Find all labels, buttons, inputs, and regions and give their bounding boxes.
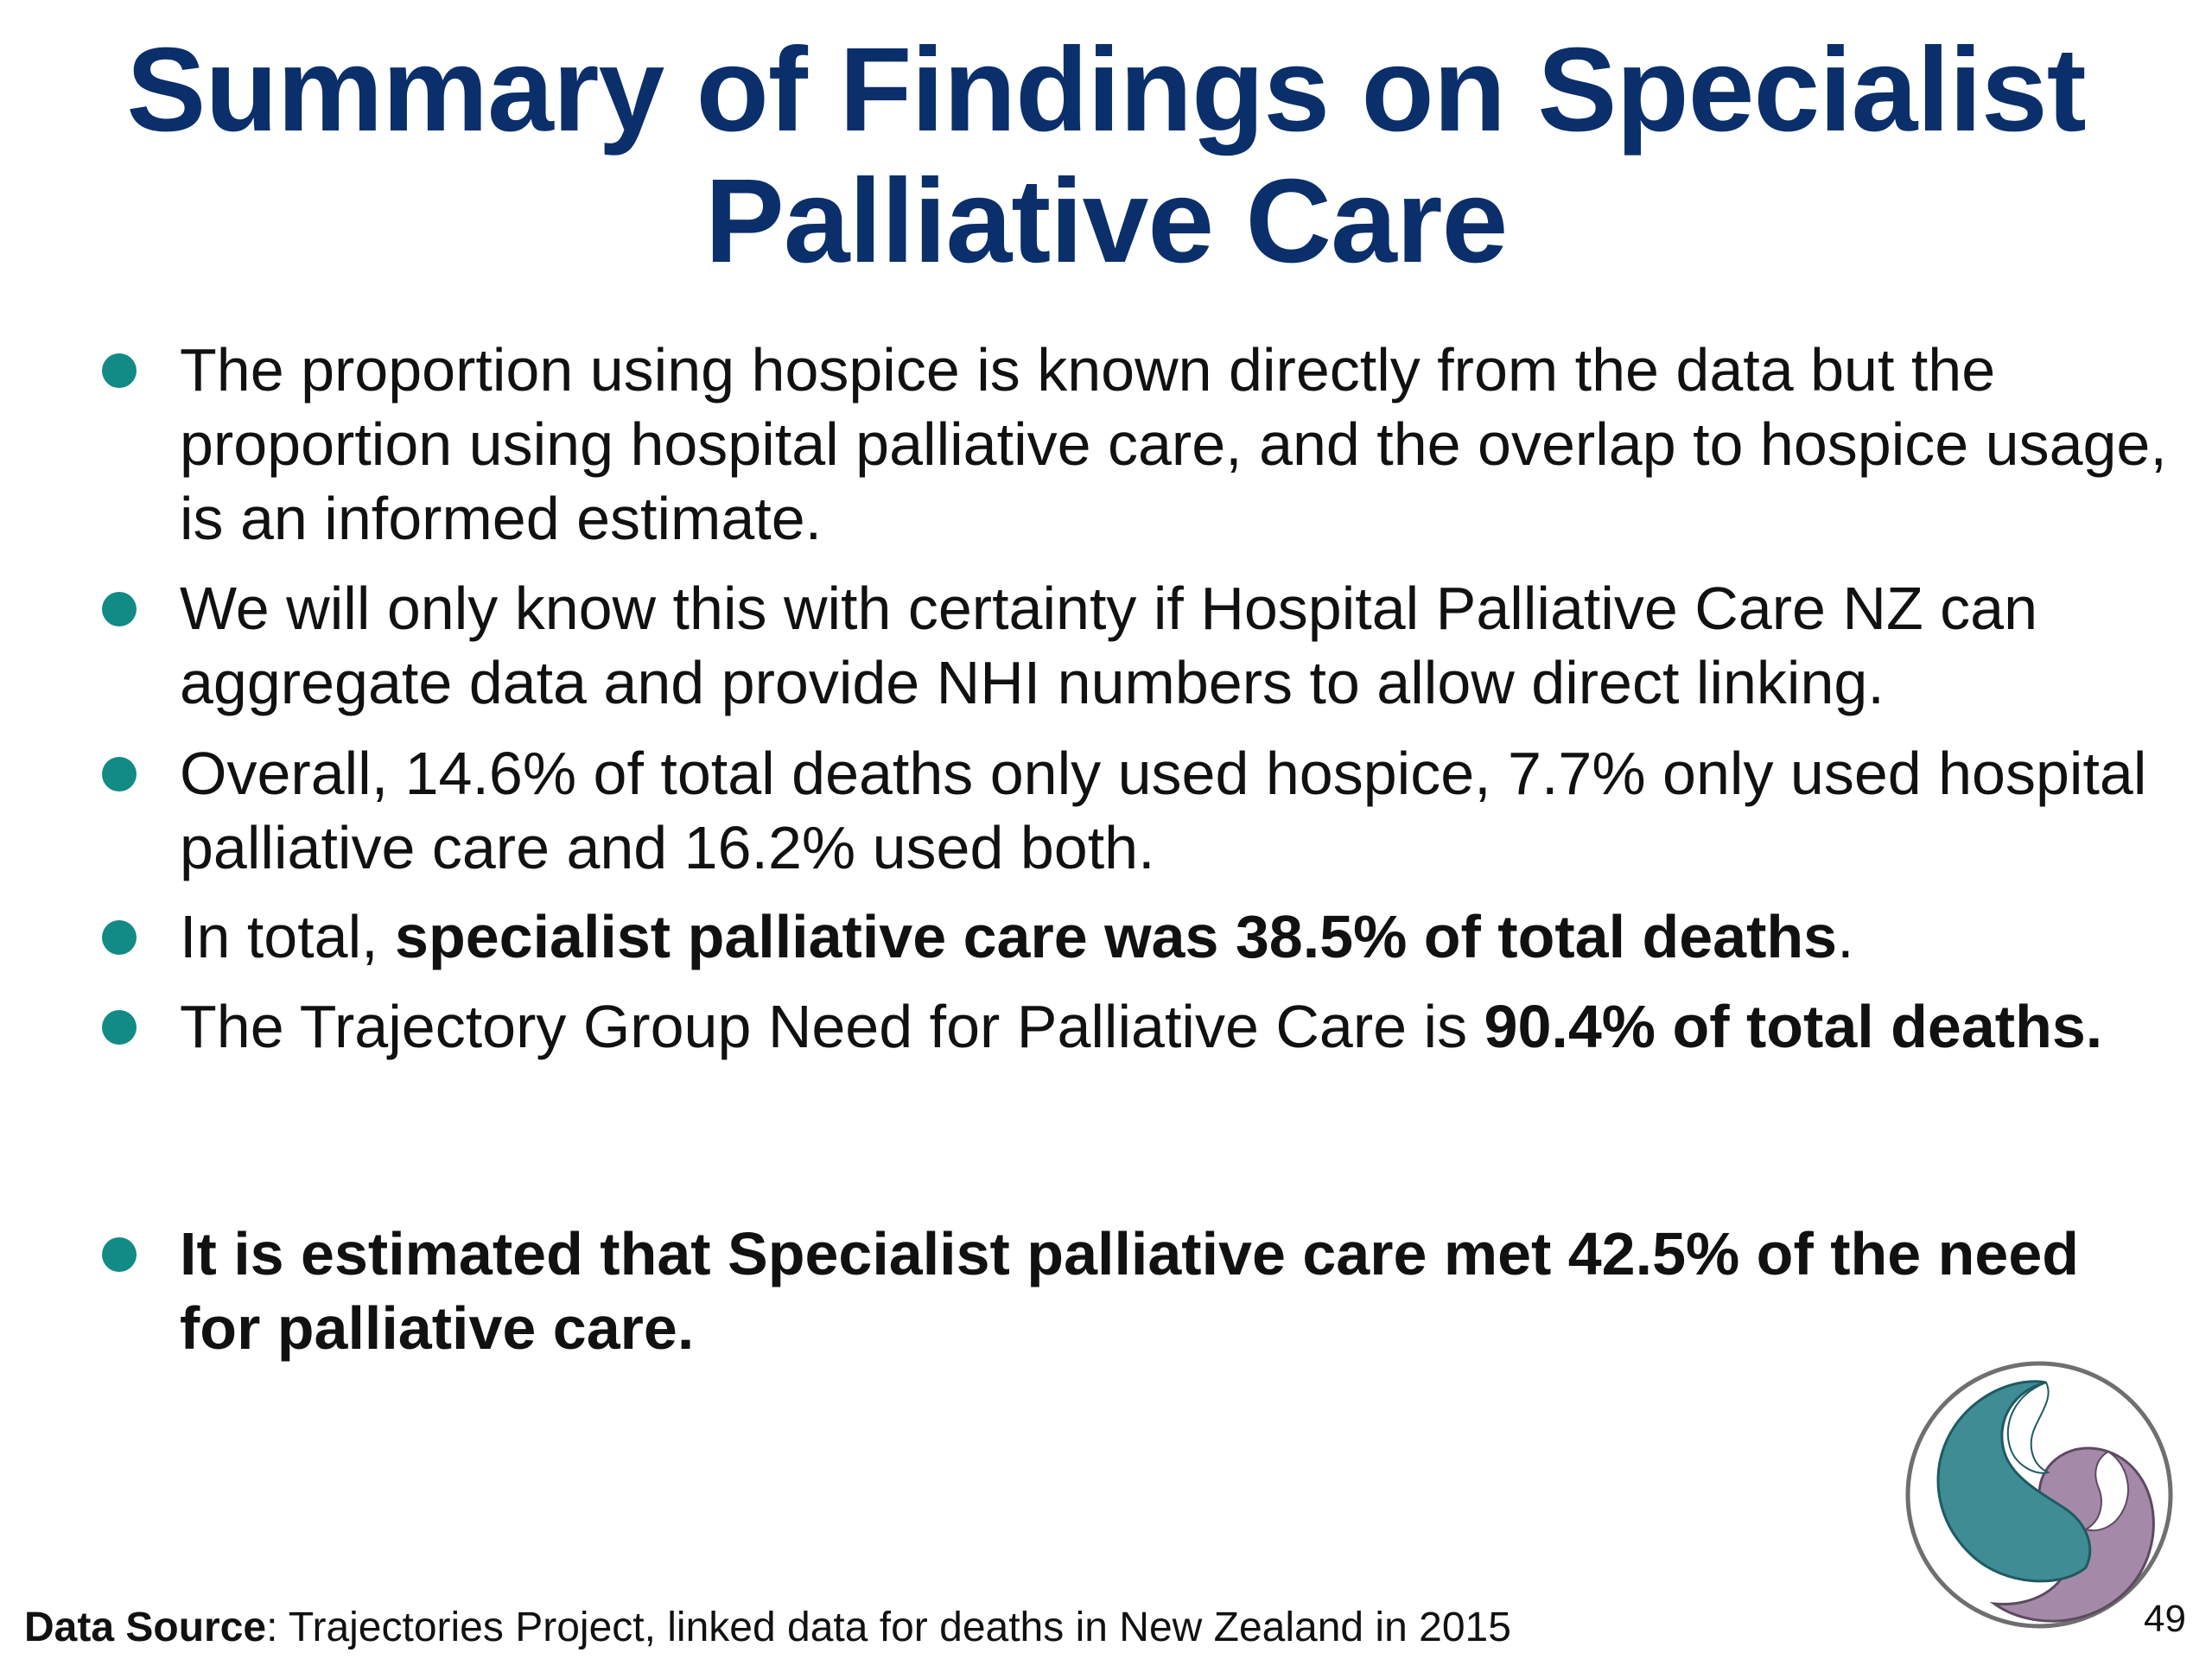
bullet-text: The proportion using hospice is known di… [180, 336, 2167, 552]
footer-text: : Trajectories Project, linked data for … [266, 1605, 1511, 1650]
bullet-text: Overall, 14.6% of total deaths only used… [180, 740, 2147, 881]
bullet-dot-icon [102, 1010, 137, 1045]
title-line-2: Palliative Care [704, 155, 1509, 288]
bullet-text-bold: specialist palliative care was 38.5% of … [395, 903, 1838, 970]
slide-title: Summary of Findings on Specialist Pallia… [52, 24, 2160, 287]
bullet-dot-icon [102, 920, 137, 955]
koru-logo-icon [1905, 1361, 2173, 1629]
bullet-dot-icon [102, 757, 137, 791]
footer-label: Data Source [24, 1605, 267, 1650]
bullet-text: The Trajectory Group Need for Palliative… [180, 989, 2167, 1064]
page-number: 49 [2144, 1598, 2186, 1640]
bullet-dot-icon [102, 592, 137, 626]
bullet-dot-icon [102, 353, 137, 388]
bullet-text-suffix: . [1837, 903, 1854, 970]
bullet-text-bold: 90.4% of total deaths. [1484, 993, 2103, 1060]
bullet-text-prefix: The Trajectory Group Need for Palliative… [180, 993, 1484, 1060]
title-line-1: Summary of Findings on Specialist [126, 23, 2086, 156]
data-source-footer: Data Source: Trajectories Project, linke… [24, 1604, 1511, 1652]
bullet-text: In total, specialist palliative care was… [180, 899, 2167, 974]
bullet-text: It is estimated that Specialist palliati… [180, 1220, 2080, 1362]
bullet-text: We will only know this with certainty if… [180, 575, 2038, 716]
bullet-text-prefix: In total, [180, 903, 396, 970]
bullet-dot-icon [102, 1237, 137, 1272]
